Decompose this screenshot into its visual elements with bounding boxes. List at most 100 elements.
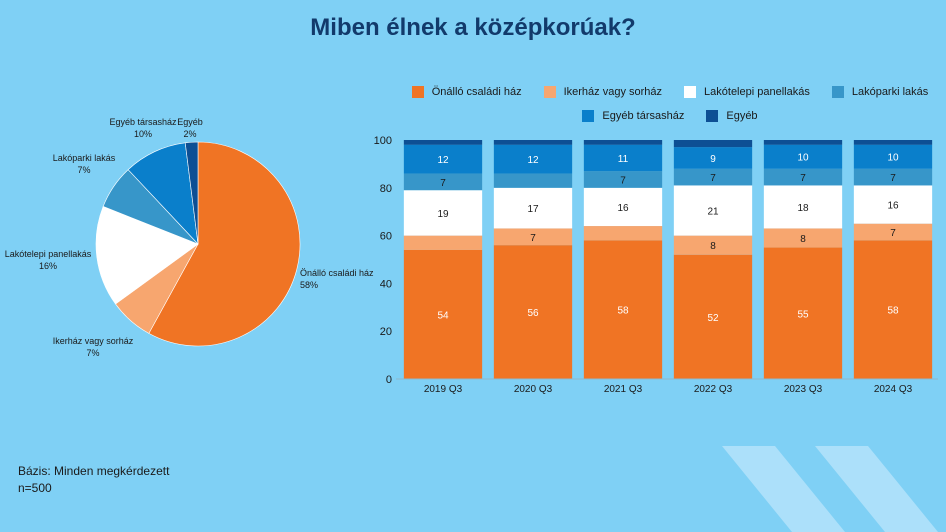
- bar-segment-lakoparki-lakas: [403, 173, 483, 191]
- data-label: 7: [440, 178, 446, 189]
- data-label: 19: [437, 209, 449, 220]
- bar-segment-ikerhaz-vagy-sorhaz: [673, 235, 753, 255]
- bar-segment-onallo-csaladi-haz: [763, 247, 843, 379]
- data-label: 58: [887, 306, 899, 317]
- page-title: Miben élnek a középkorúak?: [310, 14, 636, 41]
- y-tick-label: 40: [380, 278, 392, 290]
- footnote-base: Bázis: Minden megkérdezett: [18, 464, 170, 478]
- bar-segment-onallo-csaladi-haz: [403, 249, 483, 379]
- legend-swatch: [543, 86, 556, 98]
- chevron-left-shape: [722, 446, 845, 532]
- x-tick-label: 2024 Q3: [874, 384, 913, 395]
- data-label: 11: [618, 154, 629, 165]
- bar-segment-ikerhaz-vagy-sorhaz: [583, 226, 663, 241]
- pie-label-egyeb: Egyéb 2%: [177, 117, 203, 139]
- legend-label: Egyéb: [726, 110, 758, 122]
- data-label: 7: [710, 173, 716, 184]
- bar-segment-egyeb-tarsashaz: [403, 144, 483, 174]
- bar-segment-egyeb: [493, 140, 573, 145]
- bar-segment-lakotelepi-panellakas: [583, 187, 663, 227]
- bar-segment-lakotelepi-panellakas: [493, 187, 573, 229]
- bar-segment-egyeb-tarsashaz: [853, 144, 933, 169]
- pie-slice-lakotelepi-panellakas: [95, 206, 199, 305]
- chevron-right-shape: [815, 446, 938, 532]
- bar-segment-lakotelepi-panellakas: [763, 185, 843, 229]
- data-label: 10: [887, 153, 899, 164]
- bar-segment-onallo-csaladi-haz: [493, 245, 573, 379]
- data-label: 54: [437, 310, 449, 321]
- bar-segment-ikerhaz-vagy-sorhaz: [763, 228, 843, 248]
- footnote-n: n=500: [18, 481, 52, 495]
- y-tick-label: 80: [380, 183, 392, 195]
- legend-item-onallo-csaladi-haz: Önálló családi ház: [411, 86, 522, 98]
- pie-slice-egyeb: [184, 141, 199, 245]
- y-tick-label: 0: [386, 374, 392, 386]
- data-label: 7: [890, 228, 896, 239]
- footnote: Bázis: Minden megkérdezett n=500: [18, 463, 169, 497]
- bar-segment-ikerhaz-vagy-sorhaz: [403, 235, 483, 250]
- y-tick-label: 100: [374, 135, 392, 147]
- y-tick-label: 20: [380, 326, 392, 338]
- legend-item-ikerhaz-vagy-sorhaz: Ikerház vagy sorház: [543, 86, 662, 98]
- legend-item-egyeb: Egyéb: [706, 110, 758, 122]
- data-label: 7: [530, 233, 536, 244]
- bar-segment-egyeb-tarsashaz: [583, 144, 663, 172]
- pie-label-ikerhaz-vagy-sorhaz: Ikerház vagy sorház 7%: [53, 336, 134, 358]
- bar-segment-egyeb: [673, 140, 753, 148]
- bar-segment-lakoparki-lakas: [583, 171, 663, 188]
- legend-label: Lakótelepi panellakás: [704, 86, 810, 98]
- data-label: 18: [797, 203, 809, 214]
- legend-swatch: [706, 110, 719, 122]
- legend-swatch: [411, 86, 424, 98]
- bar-segment-egyeb: [763, 140, 843, 145]
- bar-chart-legend: Önálló családi ház Ikerház vagy sorház Lak…: [400, 86, 940, 122]
- legend-swatch: [684, 86, 697, 98]
- data-label: 17: [527, 204, 539, 215]
- data-label: 10: [797, 153, 809, 164]
- legend-label: Lakóparki lakás: [851, 86, 929, 98]
- legend-item-lakotelepi-panellakas: Lakótelepi panellakás: [684, 86, 810, 98]
- bar-segment-egyeb: [853, 140, 933, 145]
- data-label: 7: [620, 175, 626, 186]
- bar-segment-egyeb: [403, 140, 483, 145]
- bar-segment-lakotelepi-panellakas: [673, 185, 753, 236]
- data-label: 12: [437, 155, 449, 166]
- bar-segment-lakoparki-lakas: [673, 168, 753, 186]
- bar-segment-lakoparki-lakas: [853, 168, 933, 186]
- bar-segment-lakoparki-lakas: [493, 173, 573, 188]
- bar-segment-egyeb: [583, 140, 663, 145]
- bar-segment-lakoparki-lakas: [763, 168, 843, 186]
- y-tick-label: 60: [380, 231, 392, 243]
- data-label: 7: [800, 173, 806, 184]
- legend-swatch: [831, 86, 844, 98]
- x-tick-label: 2022 Q3: [694, 384, 733, 395]
- legend-swatch: [582, 110, 595, 122]
- pie-slice-onallo-csaladi-haz: [148, 141, 301, 347]
- bar-segment-ikerhaz-vagy-sorhaz: [853, 223, 933, 241]
- x-tick-label: 2021 Q3: [604, 384, 643, 395]
- data-label: 56: [527, 308, 539, 319]
- pie-label-egyeb-tarsashaz: Egyéb társasház 10%: [109, 117, 177, 139]
- bar-segment-ikerhaz-vagy-sorhaz: [493, 228, 573, 246]
- x-tick-label: 2020 Q3: [514, 384, 553, 395]
- pie-label-lakotelepi-panellakas: Lakótelepi panellakás 16%: [5, 249, 92, 271]
- bar-segment-onallo-csaladi-haz: [853, 240, 933, 379]
- data-label: 7: [890, 173, 896, 184]
- data-label: 8: [800, 234, 806, 245]
- pie-label-lakoparki-lakas: Lakóparki lakás 7%: [53, 153, 116, 175]
- data-label: 9: [710, 154, 716, 165]
- bar-segment-lakotelepi-panellakas: [403, 190, 483, 236]
- legend-label: Egyéb társasház: [602, 110, 685, 122]
- data-label: 58: [617, 306, 629, 317]
- bar-segment-lakotelepi-panellakas: [853, 185, 933, 224]
- data-label: 21: [707, 207, 719, 218]
- bar-segment-egyeb-tarsashaz: [493, 144, 573, 174]
- data-label: 52: [707, 313, 719, 324]
- bar-segment-onallo-csaladi-haz: [583, 240, 663, 379]
- legend-item-lakoparki-lakas: Lakóparki lakás: [831, 86, 929, 98]
- data-label: 12: [527, 155, 539, 166]
- bar-segment-onallo-csaladi-haz: [673, 254, 753, 379]
